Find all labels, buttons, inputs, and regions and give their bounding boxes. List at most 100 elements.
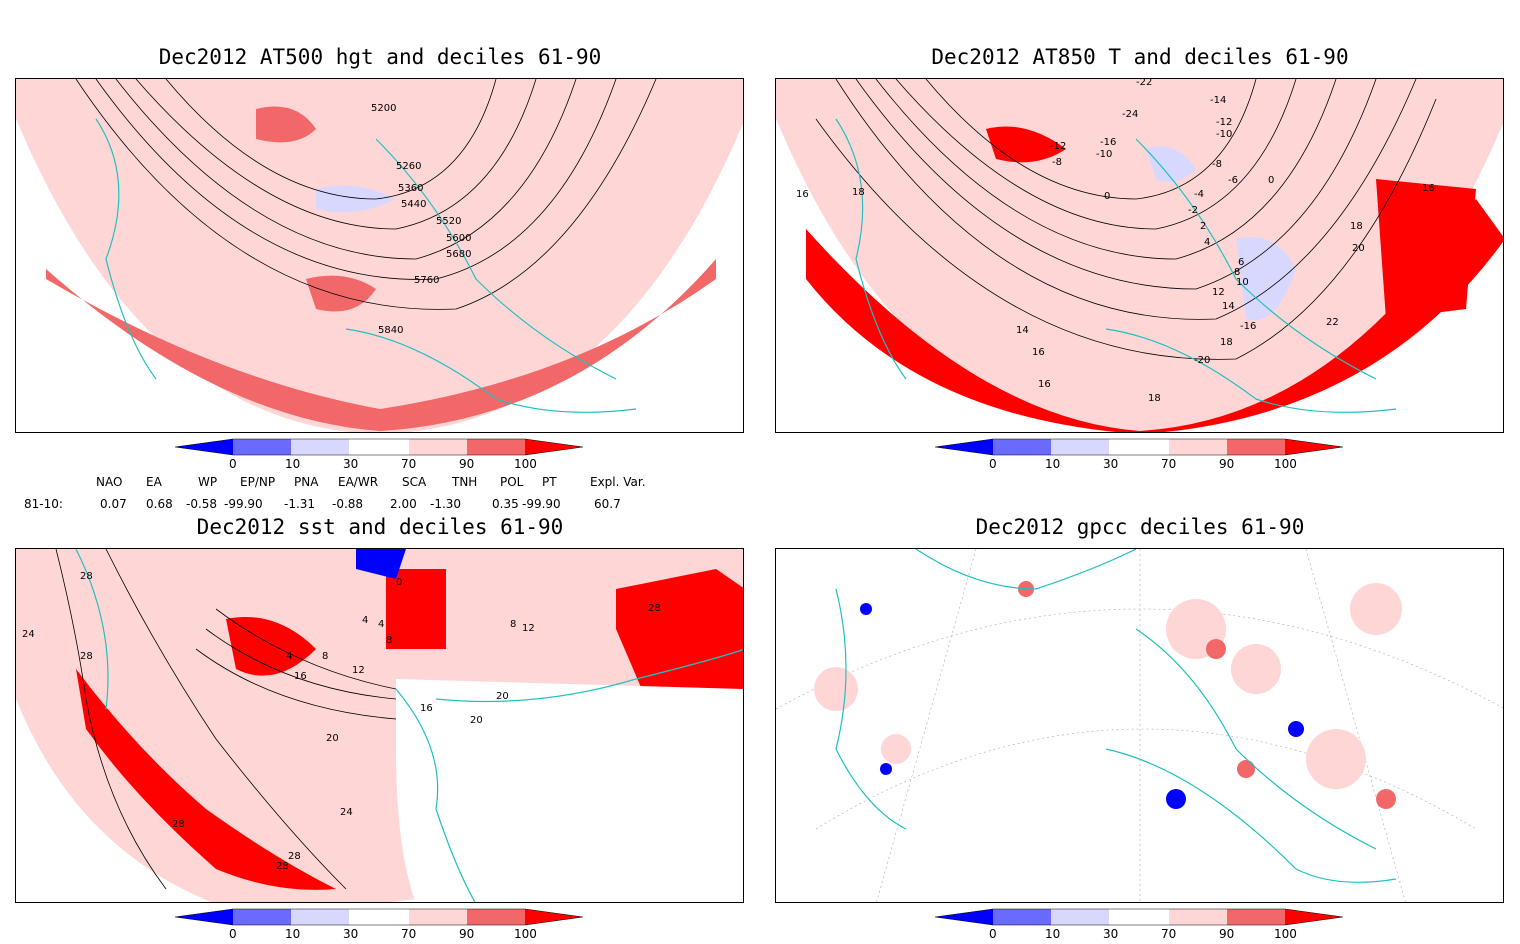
contour-label-t850-22: 16 — [1422, 183, 1435, 194]
index-value-epnp: -99.90 — [224, 497, 263, 511]
contour-label-sst-17: 28 — [276, 861, 289, 872]
colorbar-label-0: 0 — [989, 457, 997, 470]
index-value-wp: -0.58 — [186, 497, 218, 511]
contour-label-hgt500-5: 5600 — [446, 233, 471, 244]
index-value-pt: -99.90 — [522, 497, 561, 511]
index-header-ea: EA — [146, 475, 162, 489]
contour-label-t850-4: -24 — [1122, 109, 1138, 120]
contour-label-t850-12: -2 — [1188, 205, 1198, 216]
index-value-explvar: 60.7 — [594, 497, 621, 511]
contour-label-t850-3: -10 — [1216, 129, 1232, 140]
contour-label-t850-15: 2 — [1200, 221, 1206, 232]
colorbar-label-100: 100 — [514, 927, 537, 940]
map-sst-svg: 28 24 28 0 4 4 8 4 8 12 16 16 20 20 20 2… — [16, 549, 743, 902]
contour-label-sst-9: 12 — [352, 665, 365, 676]
colorbar-label-0: 0 — [229, 457, 237, 470]
contour-label-t850-31: 18 — [1148, 393, 1161, 404]
colorbar-hgt500: 0 10 30 70 90 100 — [172, 438, 587, 471]
colorbar-label-90: 90 — [459, 457, 474, 470]
contour-label-t850-32: 14 — [1016, 325, 1029, 336]
contour-label-t850-20: 12 — [1212, 287, 1225, 298]
panel-title-hgt500: Dec2012 AT500 hgt and deciles 61-90 — [158, 45, 602, 69]
contour-label-t850-13: 0 — [1104, 191, 1110, 202]
contour-label-sst-7: 4 — [286, 651, 292, 662]
index-header-wp: WP — [198, 475, 218, 489]
contour-label-hgt500-4: 5520 — [436, 216, 461, 227]
panel-title-t850: Dec2012 AT850 T and deciles 61-90 — [931, 45, 1349, 69]
contour-label-t850-26: 18 — [1220, 337, 1233, 348]
contour-label-t850-2: -12 — [1216, 117, 1232, 128]
colorbar-hgt500-svg: 0 10 30 70 90 100 — [174, 438, 584, 471]
colorbar-label-0: 0 — [229, 927, 237, 940]
map-hgt500: 5200 5260 5360 5440 5520 5600 5680 5760 … — [15, 78, 744, 433]
map-gpcc — [775, 548, 1504, 903]
contour-label-sst-16: 28 — [172, 819, 185, 830]
index-value-eawr: -0.88 — [332, 497, 364, 511]
contour-label-hgt500-2: 5360 — [398, 183, 423, 194]
contour-label-sst-15: 24 — [340, 807, 353, 818]
index-row-label: 81-10: — [24, 497, 63, 511]
contour-label-sst-6: 8 — [386, 635, 392, 646]
map-hgt500-svg: 5200 5260 5360 5440 5520 5600 5680 5760 … — [16, 79, 743, 432]
index-value-nao: 0.07 — [100, 497, 127, 511]
panel-title-gpcc: Dec2012 gpcc deciles 61-90 — [975, 515, 1305, 539]
colorbar-label-90: 90 — [1219, 927, 1234, 940]
colorbar-label-70: 70 — [401, 927, 416, 940]
colorbar-t850-svg: 0 10 30 70 90 100 — [934, 438, 1344, 471]
contour-label-hgt500-0: 5200 — [371, 103, 396, 114]
colorbar-label-10: 10 — [285, 457, 300, 470]
contour-label-t850-17: 6 — [1238, 257, 1244, 268]
contour-label-t850-21: 14 — [1222, 301, 1235, 312]
contour-label-hgt500-3: 5440 — [401, 199, 426, 210]
contour-label-sst-3: 0 — [396, 577, 402, 588]
contour-label-t850-6: -8 — [1052, 157, 1062, 168]
contour-label-t850-23: 16 — [796, 189, 809, 200]
index-header-sca: SCA — [402, 475, 427, 489]
contour-label-sst-18: 28 — [288, 851, 301, 862]
colorbar-label-10: 10 — [285, 927, 300, 940]
map-gpcc-svg — [776, 549, 1503, 902]
colorbar-label-30: 30 — [1103, 457, 1118, 470]
contour-label-t850-14: 0 — [1268, 175, 1274, 186]
contour-label-t850-18: 8 — [1234, 267, 1240, 278]
contour-label-t850-33: 16 — [1032, 347, 1045, 358]
contour-label-t850-11: -4 — [1194, 189, 1204, 200]
colorbar-sst: 0 10 30 70 90 100 — [172, 908, 587, 941]
contour-label-hgt500-8: 5840 — [378, 325, 403, 336]
colorbar-label-100: 100 — [1274, 457, 1297, 470]
contour-label-t850-27: 20 — [1352, 243, 1365, 254]
contour-label-hgt500-1: 5260 — [396, 161, 421, 172]
contour-label-sst-8: 8 — [322, 651, 328, 662]
index-header-pol: POL — [500, 475, 524, 489]
colorbar-label-10: 10 — [1045, 457, 1060, 470]
contour-label-t850-29: -20 — [1194, 355, 1210, 366]
contour-label-sst-13: 20 — [470, 715, 483, 726]
index-header-pna: PNA — [294, 475, 319, 489]
contour-label-sst-19: 12 — [522, 623, 535, 634]
colorbar-label-30: 30 — [343, 927, 358, 940]
colorbar-gpcc-svg: 0 10 30 70 90 100 — [934, 908, 1344, 941]
map-t850: -22 -14 -12 -10 -24 -12 -8 -16 -10 -8 -6… — [775, 78, 1504, 433]
colorbar-label-70: 70 — [1161, 457, 1176, 470]
contour-label-t850-7: -16 — [1100, 137, 1116, 148]
contour-label-t850-10: -6 — [1228, 175, 1238, 186]
colorbar-label-0: 0 — [989, 927, 997, 940]
colorbar-label-30: 30 — [343, 457, 358, 470]
contour-label-sst-14: 20 — [496, 691, 509, 702]
colorbar-label-90: 90 — [1219, 457, 1234, 470]
index-header-tnh: TNH — [452, 475, 478, 489]
contour-label-sst-5: 4 — [378, 619, 384, 630]
colorbar-label-70: 70 — [401, 457, 416, 470]
contour-label-t850-19: 10 — [1236, 277, 1249, 288]
map-t850-svg: -22 -14 -12 -10 -24 -12 -8 -16 -10 -8 -6… — [776, 79, 1503, 432]
map-sst: 28 24 28 0 4 4 8 4 8 12 16 16 20 20 20 2… — [15, 548, 744, 903]
contour-label-sst-21: 28 — [648, 603, 661, 614]
index-value-tnh: -1.30 — [430, 497, 462, 511]
contour-label-t850-34: -16 — [1240, 321, 1256, 332]
contour-label-t850-25: 18 — [1350, 221, 1363, 232]
contour-label-t850-5: -12 — [1050, 141, 1066, 152]
contour-label-hgt500-7: 5760 — [414, 275, 439, 286]
colorbar-label-90: 90 — [459, 927, 474, 940]
colorbar-gpcc: 0 10 30 70 90 100 — [932, 908, 1347, 941]
contour-label-t850-9: -8 — [1212, 159, 1222, 170]
